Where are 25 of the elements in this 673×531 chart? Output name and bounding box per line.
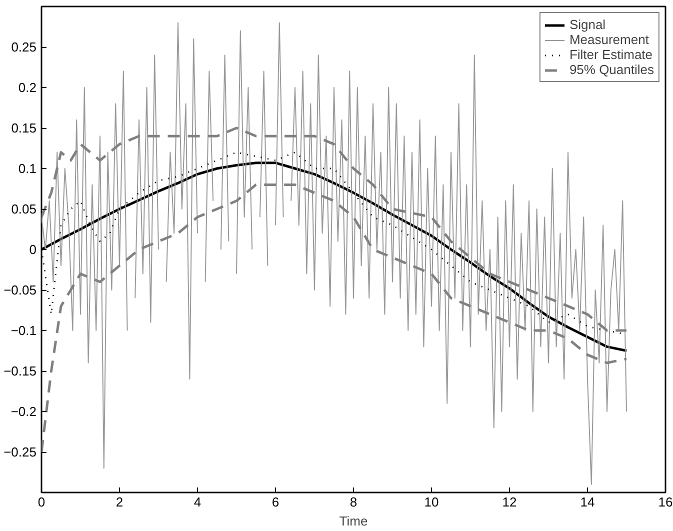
x-tick-label: 14	[580, 494, 595, 510]
x-tick-label: 2	[116, 494, 124, 510]
y-tick-label: −0.1	[10, 323, 37, 338]
y-tick-label: 0.05	[11, 202, 37, 216]
x-axis-title: Time	[339, 514, 368, 528]
x-tick-label: 16	[658, 494, 673, 510]
legend-label: Signal	[569, 17, 606, 32]
line-series	[42, 183, 628, 454]
x-tick-label: 4	[194, 494, 202, 510]
y-tick-label: −0.2	[10, 404, 37, 419]
y-tick-label: 0.15	[11, 120, 37, 136]
y-tick-label: 0.2	[18, 80, 37, 95]
x-tick-label: 10	[424, 494, 439, 510]
x-tick-label: 12	[502, 494, 517, 510]
y-tick-label: −0.15	[4, 364, 37, 378]
x-tick-label: 8	[350, 494, 358, 510]
y-tick-label: −0.05	[4, 282, 37, 298]
y-tick-label: 0.1	[18, 161, 37, 176]
legend-label: 95% Quantiles	[569, 62, 654, 77]
legend-label: Filter Estimate	[569, 47, 653, 62]
y-tick-label: 0.25	[11, 40, 37, 54]
legend-label: Measurement	[569, 32, 649, 47]
x-tick-label: 6	[272, 494, 280, 510]
y-tick-label: −0.25	[4, 444, 37, 460]
y-tick-label: 0	[29, 242, 37, 257]
